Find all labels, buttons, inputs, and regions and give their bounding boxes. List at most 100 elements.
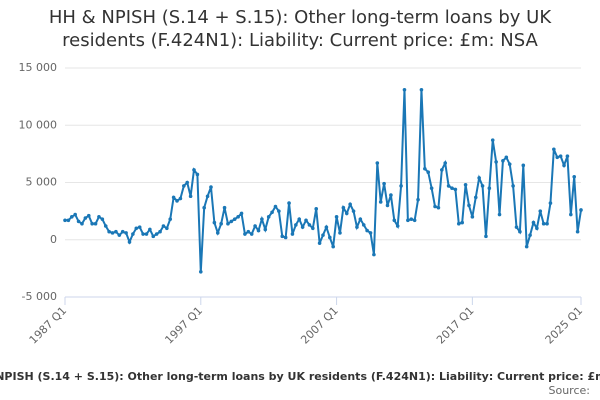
- point: [443, 161, 448, 165]
- point: [222, 205, 227, 210]
- point: [521, 163, 526, 168]
- point: [436, 205, 441, 210]
- point: [535, 226, 539, 231]
- point: [467, 203, 471, 208]
- point: [148, 227, 152, 232]
- point: [273, 204, 278, 209]
- point: [361, 223, 366, 227]
- point: [195, 172, 200, 177]
- point: [141, 232, 145, 236]
- point: [161, 224, 166, 228]
- point: [103, 224, 108, 228]
- point: [358, 217, 363, 221]
- point: [249, 232, 254, 236]
- point: [565, 154, 570, 158]
- point: [307, 223, 312, 227]
- point: [192, 168, 196, 172]
- point: [311, 226, 315, 231]
- point: [548, 201, 553, 205]
- point: [327, 235, 332, 240]
- point: [351, 209, 356, 213]
- point: [290, 232, 295, 236]
- point: [165, 226, 169, 231]
- point: [124, 231, 128, 235]
- point: [171, 195, 176, 200]
- point: [341, 205, 346, 210]
- point: [480, 184, 485, 188]
- point: [209, 185, 213, 189]
- point: [287, 201, 291, 205]
- point: [229, 219, 234, 224]
- point: [127, 240, 132, 244]
- point: [395, 224, 400, 228]
- x-tick-label: 1987 Q1: [27, 304, 70, 347]
- point: [402, 87, 407, 92]
- point: [202, 205, 206, 210]
- point: [463, 182, 468, 187]
- point: [501, 158, 505, 163]
- point: [511, 184, 515, 188]
- point: [494, 160, 498, 164]
- point: [205, 194, 210, 199]
- point: [562, 163, 566, 168]
- point: [270, 210, 274, 215]
- point: [304, 218, 308, 223]
- point: [226, 221, 230, 226]
- point: [429, 186, 434, 191]
- point: [490, 138, 495, 142]
- point: [69, 215, 74, 219]
- point: [504, 155, 509, 160]
- point: [569, 212, 573, 217]
- point: [188, 194, 193, 199]
- point: [198, 270, 203, 274]
- point: [219, 221, 223, 226]
- point: [365, 228, 369, 233]
- point: [100, 217, 105, 221]
- point: [375, 161, 380, 165]
- point: [260, 217, 264, 221]
- point: [385, 203, 390, 208]
- point: [277, 209, 281, 213]
- point: [545, 221, 549, 226]
- point: [355, 225, 359, 229]
- point: [531, 220, 536, 225]
- point: [555, 155, 560, 160]
- point: [83, 216, 88, 220]
- point: [497, 212, 502, 217]
- x-tick-label: 2025 Q1: [543, 304, 586, 347]
- point: [239, 211, 244, 216]
- point: [473, 195, 478, 200]
- y-tick-label: -5 000: [22, 290, 57, 303]
- point: [575, 229, 580, 234]
- series-line: [65, 89, 582, 272]
- point: [579, 208, 583, 212]
- point: [392, 218, 397, 223]
- point: [236, 215, 240, 219]
- point: [73, 212, 77, 217]
- point: [382, 181, 386, 186]
- y-tick-label: 10 000: [19, 118, 58, 131]
- point: [524, 244, 529, 249]
- point: [514, 225, 519, 229]
- point: [283, 235, 288, 240]
- point: [453, 187, 458, 192]
- point: [266, 215, 271, 219]
- x-tick-label: 1997 Q1: [162, 304, 205, 347]
- point: [76, 219, 81, 224]
- point: [86, 213, 91, 218]
- point: [440, 168, 444, 172]
- point: [294, 223, 298, 227]
- point: [246, 229, 251, 234]
- point: [253, 224, 257, 228]
- x-tick-label: 2017 Q1: [434, 304, 477, 347]
- point: [409, 217, 414, 221]
- y-tick-label: 15 000: [19, 61, 58, 74]
- point: [263, 227, 268, 232]
- source: Source:: [549, 384, 591, 397]
- point: [538, 209, 543, 213]
- point: [182, 184, 186, 188]
- point: [158, 229, 162, 234]
- point: [66, 218, 71, 223]
- x-tick-label: 2007 Q1: [298, 304, 341, 347]
